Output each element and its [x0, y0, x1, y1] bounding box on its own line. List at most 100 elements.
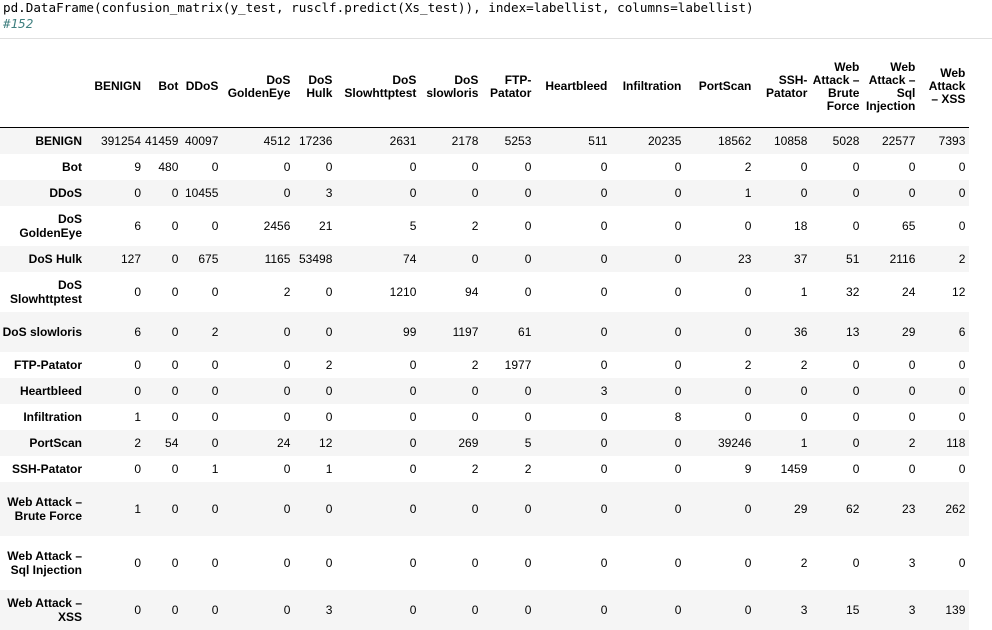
table-cell: 0: [171, 501, 179, 516]
table-cell: 0: [171, 555, 179, 570]
table-cell: 0: [171, 357, 179, 372]
table-cell: 0: [674, 555, 682, 570]
table-cell: 1210: [389, 284, 417, 299]
table-cell: 675: [198, 251, 219, 266]
table-row: DoS slowloris 6 0 2 0 0 99 1197 61 0 0 0 36 13 29 6: [0, 311, 970, 352]
table-cell: 0: [409, 185, 417, 200]
table-cell: 262: [945, 501, 966, 516]
table-cell: 0: [908, 357, 916, 372]
row-label: FTP-Patator: [13, 357, 82, 372]
table-cell: 0: [283, 324, 291, 339]
table-cell: 0: [211, 159, 219, 174]
column-header: BENIGN: [86, 46, 145, 128]
table-cell: 2: [744, 159, 752, 174]
table-cell: 2: [908, 435, 916, 450]
table-cell: 0: [211, 383, 219, 398]
table-cell: 0: [325, 383, 333, 398]
code-cell[interactable]: pd.DataFrame(confusion_matrix(y_test, ru…: [0, 0, 992, 39]
table-cell: 0: [409, 357, 417, 372]
table-cell: 0: [852, 435, 860, 450]
table-cell: 0: [908, 461, 916, 476]
table-cell: 0: [744, 555, 752, 570]
table-cell: 2: [958, 251, 966, 266]
table-row: SSH-Patator 0 0 1 0 1 0 2 2 0 0 9 1459 0 0 0: [0, 455, 970, 482]
table-cell: 0: [134, 461, 141, 476]
table-cell: 0: [674, 383, 682, 398]
table-cell: 0: [134, 185, 141, 200]
table-cell: 0: [524, 501, 532, 516]
table-cell: 0: [134, 383, 141, 398]
table-cell: 7393: [938, 133, 966, 148]
table-cell: 2: [524, 461, 532, 476]
table-cell: 0: [852, 555, 860, 570]
table-cell: 2: [471, 218, 479, 233]
table-cell: 0: [600, 435, 608, 450]
table-cell: 1197: [452, 324, 479, 339]
table-cell: 0: [958, 357, 966, 372]
table-cell: 0: [908, 185, 916, 200]
table-cell: 9: [744, 461, 752, 476]
table-cell: 1977: [504, 357, 532, 372]
header-row: BENIGN Bot DDoS DoS GoldenEye DoS Hulk D…: [0, 46, 970, 128]
table-cell: 0: [674, 357, 682, 372]
table-cell: 0: [171, 284, 179, 299]
table-cell: 23: [738, 251, 752, 266]
table-cell: 0: [852, 461, 860, 476]
table-cell: 2: [325, 357, 333, 372]
index-header: [0, 46, 86, 128]
table-cell: 0: [325, 284, 333, 299]
table-cell: 0: [600, 218, 608, 233]
table-cell: 0: [211, 409, 219, 424]
table-cell: 0: [744, 218, 752, 233]
table-cell: 61: [518, 324, 532, 339]
table-cell: 0: [674, 159, 682, 174]
table-cell: 0: [744, 284, 752, 299]
table-cell: 62: [846, 501, 860, 516]
column-header: DoS GoldenEye: [222, 46, 295, 128]
table-cell: 0: [134, 555, 141, 570]
table-cell: 0: [134, 284, 141, 299]
table-cell: 0: [211, 284, 219, 299]
column-header: Web Attack – Sql Injection: [863, 46, 920, 128]
table-cell: 0: [524, 383, 532, 398]
table-row: FTP-Patator 0 0 0 0 2 0 2 1977 0 0 2 2 0 0 0: [0, 351, 970, 378]
table-cell: 74: [403, 251, 417, 266]
table-cell: 0: [171, 324, 179, 339]
table-cell: 0: [958, 218, 966, 233]
table-cell: 0: [471, 159, 479, 174]
table-cell: 3: [325, 602, 333, 617]
table-cell: 12: [952, 284, 966, 299]
table-cell: 2: [211, 324, 219, 339]
table-cell: 2631: [389, 133, 417, 148]
table-cell: 0: [471, 185, 479, 200]
table-cell: 0: [958, 159, 966, 174]
table-cell: 0: [211, 218, 219, 233]
table-cell: 2: [800, 357, 808, 372]
table-cell: 127: [120, 251, 141, 266]
table-cell: 0: [471, 383, 479, 398]
table-cell: 0: [283, 357, 291, 372]
table-cell: 118: [946, 435, 966, 450]
table-cell: 0: [134, 357, 141, 372]
table-cell: 10455: [185, 185, 219, 200]
table-cell: 5: [524, 435, 532, 450]
table-cell: 0: [524, 218, 532, 233]
table-cell: 54: [165, 435, 179, 450]
table-cell: 0: [600, 251, 608, 266]
row-label: Web Attack – Sql Injection: [7, 548, 82, 577]
table-cell: 1165: [264, 251, 291, 266]
table-cell: 0: [171, 602, 179, 617]
table-cell: 5028: [832, 133, 860, 148]
table-row: Heartbleed 0 0 0 0 0 0 0 0 3 0 0 0 0 0 0: [0, 377, 970, 404]
table-cell: 3: [325, 185, 333, 200]
table-cell: 0: [674, 461, 682, 476]
table-cell: 0: [283, 461, 291, 476]
column-header: Web Attack – Brute Force: [811, 46, 864, 128]
table-cell: 0: [134, 602, 141, 617]
column-header: Bot: [145, 46, 183, 128]
table-cell: 65: [902, 218, 916, 233]
table-row: DoS Hulk 127 0 675 1165 53498 74 0 0 0 0 23 37 51 2116…: [0, 245, 970, 272]
table-cell: 0: [471, 555, 479, 570]
table-cell: 41459: [145, 133, 179, 148]
table-cell: 0: [283, 383, 291, 398]
